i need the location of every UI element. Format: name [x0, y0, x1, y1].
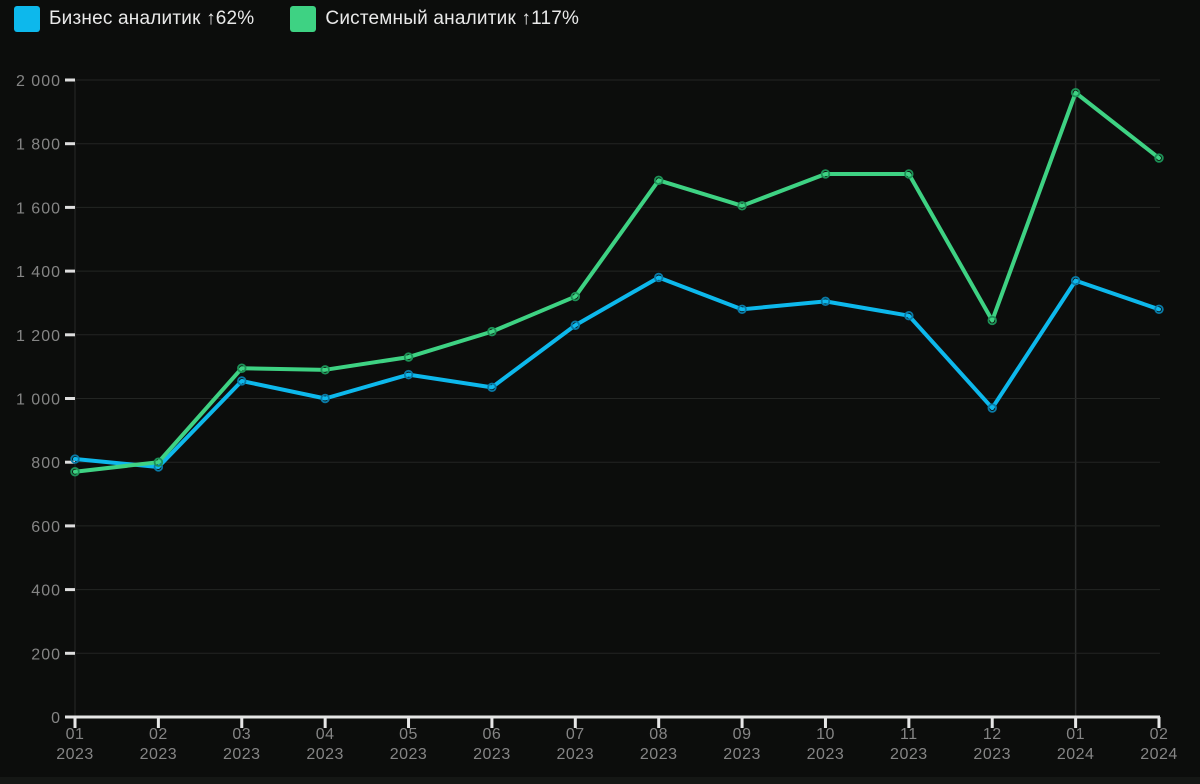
x-tick-year-label-9: 2023 — [807, 746, 845, 763]
x-tick-year-label-0: 2023 — [56, 746, 94, 763]
y-tick-label-1400: 1 400 — [16, 264, 61, 281]
x-tick-year-label-11: 2023 — [973, 746, 1011, 763]
data-point-marker[interactable] — [1154, 304, 1164, 315]
x-tick-month-label-8: 09 — [733, 726, 752, 743]
x-tick-month-label-9: 10 — [816, 726, 835, 743]
data-point-marker[interactable] — [403, 369, 414, 380]
x-tick-year-label-4: 2023 — [390, 746, 428, 763]
data-point-marker[interactable] — [320, 365, 330, 375]
data-point-marker[interactable] — [237, 363, 247, 373]
x-tick-month-label-6: 07 — [566, 726, 585, 743]
y-tick-label-0: 0 — [51, 710, 61, 727]
data-point-marker[interactable] — [904, 169, 914, 179]
data-point-marker[interactable] — [653, 175, 664, 186]
x-tick-year-label-6: 2023 — [557, 746, 595, 763]
data-point-marker[interactable] — [904, 310, 914, 321]
x-tick-month-label-0: 01 — [66, 726, 85, 743]
data-point-marker[interactable] — [320, 393, 330, 404]
y-tick-label-1000: 1 000 — [16, 392, 61, 409]
x-tick-month-label-11: 12 — [983, 726, 1002, 743]
x-tick-year-label-2: 2023 — [223, 746, 261, 763]
y-tick-label-600: 600 — [31, 519, 61, 536]
y-tick-label-1600: 1 600 — [16, 200, 61, 217]
data-point-marker[interactable] — [1154, 153, 1164, 163]
series-line-business-analyst — [73, 275, 1161, 469]
x-tick-month-label-10: 11 — [900, 726, 918, 743]
x-tick-year-label-3: 2023 — [306, 746, 344, 763]
x-tick-month-label-1: 02 — [149, 726, 168, 743]
legend-swatch-blue — [14, 6, 40, 32]
data-point-marker[interactable] — [820, 296, 831, 307]
data-point-marker[interactable] — [70, 454, 80, 464]
legend-item-system-analyst[interactable]: Системный аналитик ↑117% — [290, 6, 579, 32]
data-point-marker[interactable] — [70, 467, 80, 477]
legend-label-system-analyst: Системный аналитик ↑117% — [325, 8, 580, 29]
x-tick-month-label-2: 03 — [232, 726, 251, 743]
data-point-marker[interactable] — [487, 382, 497, 393]
series-line-system-analyst — [73, 90, 1161, 474]
data-point-marker[interactable] — [1070, 275, 1081, 286]
data-point-marker[interactable] — [153, 457, 164, 467]
y-tick-label-1200: 1 200 — [16, 328, 61, 345]
x-tick-year-label-8: 2023 — [723, 746, 761, 763]
data-point-marker[interactable] — [487, 326, 497, 337]
x-tick-month-label-3: 04 — [316, 726, 335, 743]
x-tick-year-label-1: 2023 — [140, 746, 178, 763]
x-tick-year-label-12: 2024 — [1057, 746, 1095, 763]
x-tick-year-label-7: 2023 — [640, 746, 678, 763]
data-point-marker[interactable] — [737, 201, 747, 211]
data-point-marker[interactable] — [237, 376, 247, 386]
y-tick-label-1800: 1 800 — [16, 137, 61, 154]
y-tick-label-2000: 2 000 — [16, 73, 61, 90]
y-tick-label-800: 800 — [31, 455, 61, 472]
data-point-marker[interactable] — [570, 320, 581, 330]
x-tick-month-label-4: 05 — [399, 726, 418, 743]
data-point-marker[interactable] — [403, 352, 414, 362]
bottom-edge-strip — [0, 777, 1200, 784]
x-tick-month-label-5: 06 — [483, 726, 502, 743]
y-tick-label-400: 400 — [31, 583, 61, 600]
legend-swatch-green — [290, 6, 317, 32]
x-tick-year-label-13: 2024 — [1140, 746, 1178, 763]
x-tick-year-label-10: 2023 — [890, 746, 928, 763]
legend: Бизнес аналитик ↑62% Системный аналитик … — [14, 6, 579, 32]
data-point-marker[interactable] — [737, 304, 747, 315]
data-point-marker[interactable] — [1070, 88, 1081, 98]
data-point-marker[interactable] — [570, 291, 581, 302]
legend-label-business-analyst: Бизнес аналитик ↑62% — [49, 8, 255, 29]
x-tick-month-label-7: 08 — [649, 726, 668, 743]
data-point-marker[interactable] — [987, 403, 997, 413]
y-tick-label-200: 200 — [31, 646, 61, 663]
x-tick-month-label-12: 01 — [1066, 726, 1085, 743]
data-point-marker[interactable] — [820, 169, 831, 179]
legend-item-business-analyst[interactable]: Бизнес аналитик ↑62% — [14, 6, 254, 32]
x-tick-month-label-13: 02 — [1150, 726, 1169, 743]
data-point-marker[interactable] — [653, 272, 664, 283]
x-tick-year-label-5: 2023 — [473, 746, 511, 763]
data-point-marker[interactable] — [987, 315, 997, 326]
